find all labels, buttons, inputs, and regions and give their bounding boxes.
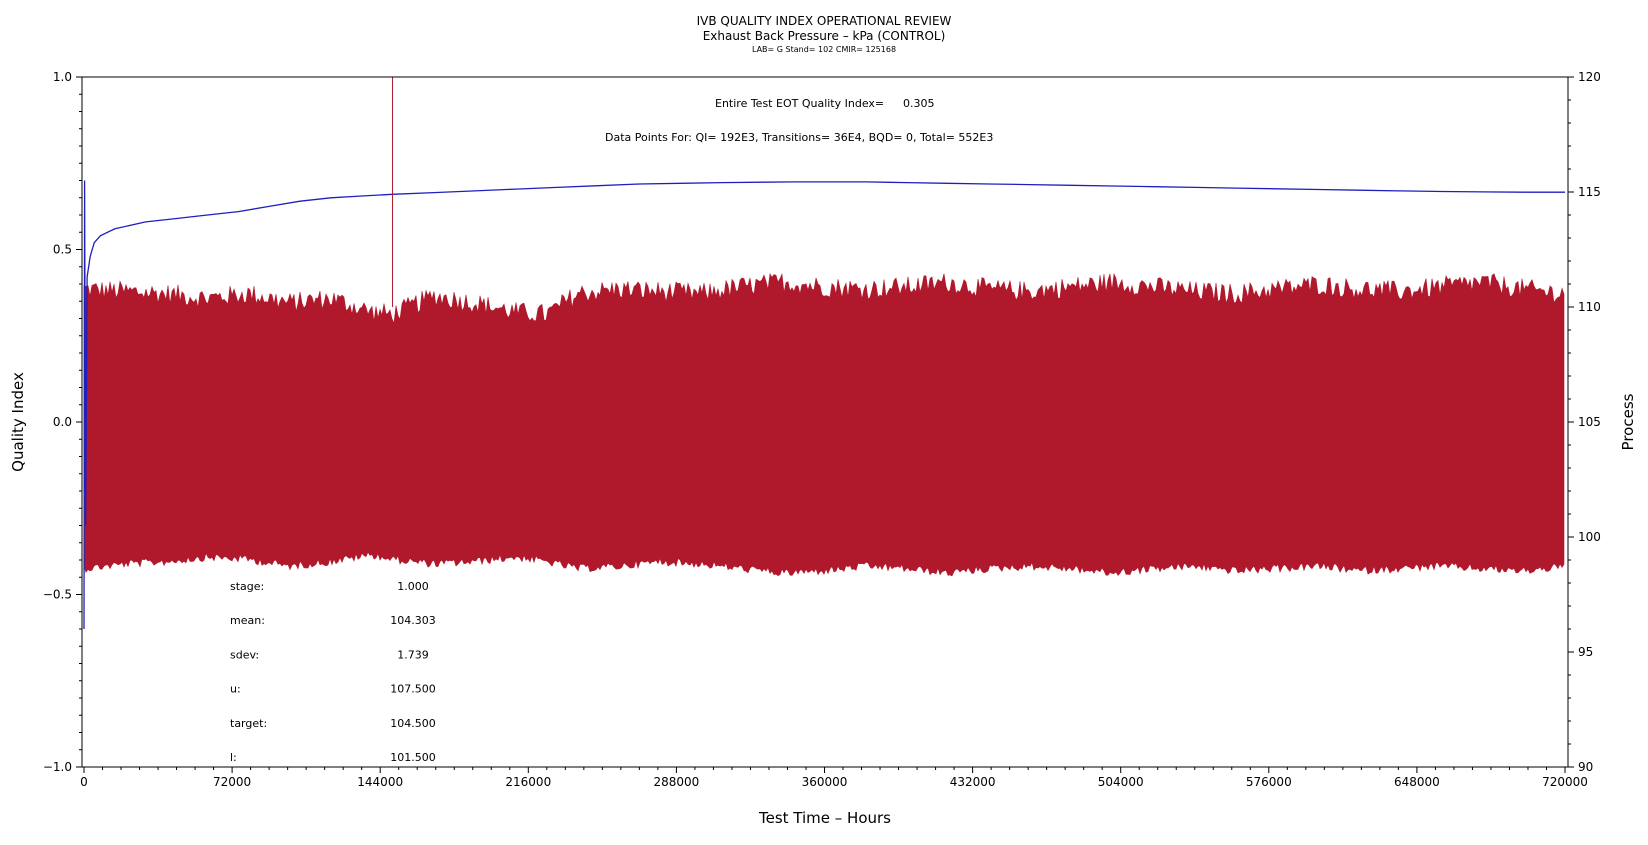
left-axis-ticks: −1.0 −0.5 0.0 0.5 1.0 <box>43 70 82 774</box>
x-tick-label: 288000 <box>653 775 699 789</box>
y-tick-label: −1.0 <box>43 760 72 774</box>
chart-subtitle: Exhaust Back Pressure – kPa (CONTROL) <box>702 29 946 43</box>
stat-label: sdev: <box>230 648 259 661</box>
y-tick-label: −0.5 <box>43 588 72 602</box>
x-tick-label: 360000 <box>802 775 848 789</box>
chart-subtitle-lab: LAB= G Stand= 102 CMIR= 125168 <box>751 45 897 54</box>
y-axis-label: Quality Index <box>9 372 27 472</box>
stat-value: 101.500 <box>390 751 436 764</box>
y2-tick-label: 105 <box>1578 415 1601 429</box>
stat-value: 104.303 <box>390 614 436 627</box>
x-tick-label: 72000 <box>213 775 251 789</box>
y2-tick-label: 110 <box>1578 300 1601 314</box>
y-tick-label: 1.0 <box>53 70 72 84</box>
x-tick-label: 504000 <box>1098 775 1144 789</box>
eot-quality-value: 0.305 <box>903 97 935 110</box>
y2-tick-label: 120 <box>1578 70 1601 84</box>
x-tick-label: 432000 <box>950 775 996 789</box>
x-tick-label: 720000 <box>1542 775 1588 789</box>
quality-index-layer <box>83 77 1565 630</box>
stat-value: 1.000 <box>397 580 429 593</box>
process-series-band <box>83 272 1565 577</box>
x-tick-label: 576000 <box>1246 775 1292 789</box>
stat-label: mean: <box>230 614 265 627</box>
stat-value: 104.500 <box>390 717 436 730</box>
y2-tick-label: 115 <box>1578 185 1601 199</box>
stat-label: stage: <box>230 580 264 593</box>
stat-label: l: <box>230 751 237 764</box>
process-band <box>83 272 1565 577</box>
bottom-axis-ticks: 0 72000 144000 216000 288000 360000 432000 5040… <box>80 767 1588 789</box>
x-tick-label: 144000 <box>357 775 403 789</box>
stat-label: u: <box>230 683 241 696</box>
chart-title: IVB QUALITY INDEX OPERATIONAL REVIEW <box>696 14 952 28</box>
y2-axis-label: Process <box>1619 393 1637 450</box>
x-tick-label: 216000 <box>505 775 551 789</box>
y-tick-label: 0.0 <box>53 415 72 429</box>
stat-value: 1.739 <box>397 648 429 661</box>
x-tick-label: 648000 <box>1394 775 1440 789</box>
stats-panel: stage: 1.000 mean: 104.303 sdev: 1.739 u: 107.5… <box>230 580 436 764</box>
y2-tick-label: 100 <box>1578 530 1601 544</box>
quality-index-line <box>83 180 1565 630</box>
data-points-annotation: Data Points For: QI= 192E3, Transitions=… <box>605 131 993 144</box>
x-tick-label: 0 <box>80 775 88 789</box>
y2-tick-label: 95 <box>1578 645 1593 659</box>
eot-quality-label: Entire Test EOT Quality Index= <box>715 97 884 110</box>
stat-value: 107.500 <box>390 683 436 696</box>
right-axis-ticks: 90 95 100 105 110 115 120 <box>1568 70 1601 774</box>
y2-tick-label: 90 <box>1578 760 1593 774</box>
y-tick-label: 0.5 <box>53 243 72 257</box>
x-axis-label: Test Time – Hours <box>758 809 891 827</box>
stat-label: target: <box>230 717 267 730</box>
